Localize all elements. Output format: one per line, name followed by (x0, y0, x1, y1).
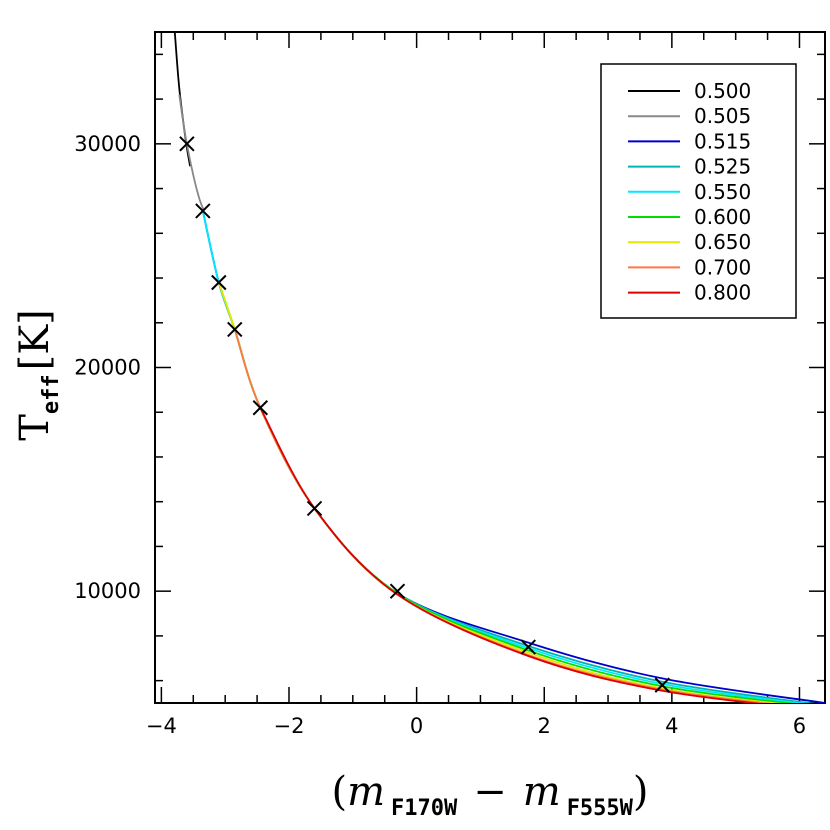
legend-label: 0.800 (694, 281, 751, 305)
legend-label: 0.515 (694, 129, 751, 153)
marker-stroke (654, 677, 670, 693)
marker-x (389, 583, 406, 599)
marker-x (520, 639, 536, 655)
series-line-0.800 (259, 407, 761, 703)
y-tick-label: 30000 (74, 132, 141, 156)
legend-label: 0.525 (694, 155, 751, 179)
y-tick-label: 10000 (74, 579, 141, 603)
legend-label: 0.600 (694, 205, 751, 229)
y-axis-title: Teff[K] (12, 309, 64, 441)
marker-stroke (195, 203, 211, 219)
marker-x (654, 677, 670, 693)
marker-stroke (520, 639, 536, 655)
marker-stroke (211, 274, 227, 291)
marker-stroke (389, 583, 406, 599)
legend-label: 0.500 (694, 79, 751, 103)
y-tick-label: 20000 (74, 356, 141, 380)
x-tick-label: 6 (793, 714, 806, 738)
markers (179, 136, 670, 693)
legend-label: 0.550 (694, 180, 751, 204)
marker-stroke (252, 400, 268, 416)
marker-x (195, 203, 211, 219)
series-line-0.505 (178, 94, 205, 212)
marker-stroke (306, 500, 323, 517)
x-axis-title: (m F170W − m F555W) (331, 769, 648, 821)
marker-x (306, 500, 323, 517)
marker-x (252, 400, 268, 416)
x-tick-label: 4 (665, 714, 678, 738)
legend-label: 0.700 (694, 255, 751, 279)
x-tick-label: −2 (274, 714, 305, 738)
marker-stroke (227, 321, 243, 338)
marker-x (179, 136, 195, 152)
legend: 0.5000.5050.5150.5250.5500.6000.6500.700… (600, 63, 797, 319)
tick-labels: −4 −2 0 2 4 6 10000 20000 30000 (74, 132, 806, 738)
marker-x (227, 321, 243, 338)
x-tick-label: −4 (146, 714, 177, 738)
marker-x (211, 274, 227, 291)
x-tick-label: 2 (538, 714, 551, 738)
legend-label: 0.505 (694, 104, 751, 128)
x-tick-label: 0 (410, 714, 423, 738)
legend-label: 0.650 (694, 230, 751, 254)
marker-stroke (179, 136, 195, 152)
